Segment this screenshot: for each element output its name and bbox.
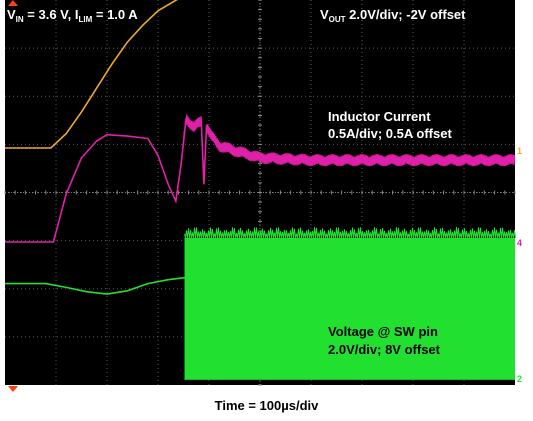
trace-sw-spikes — [184, 227, 516, 238]
sw-label-line1: Voltage @ SW pin — [328, 324, 438, 339]
trigger-marker-icon — [8, 0, 18, 6]
trace-sw-switching — [184, 237, 515, 380]
trigger-marker-icon — [8, 386, 18, 392]
sw-label-line2: 2.0V/div; 8V offset — [328, 342, 441, 357]
vin-ilim-label: VIN = 3.6 V, ILIM = 1.0 A — [7, 7, 138, 24]
inductor-label-line2: 0.5A/div; 0.5A offset — [328, 126, 452, 141]
trace-vout — [5, 0, 178, 149]
channel-marker-sw: 2 — [517, 374, 522, 384]
trace-inductor-ripple — [183, 114, 516, 181]
traces — [5, 0, 516, 380]
inductor-label-line1: Inductor Current — [328, 109, 431, 124]
vout-label: VOUT 2.0V/div; -2V offset — [320, 7, 466, 24]
channel-marker-vout: 1 — [517, 146, 522, 156]
channel-marker-current: 4 — [517, 238, 522, 248]
time-axis-label: Time = 100µs/div — [214, 398, 319, 413]
